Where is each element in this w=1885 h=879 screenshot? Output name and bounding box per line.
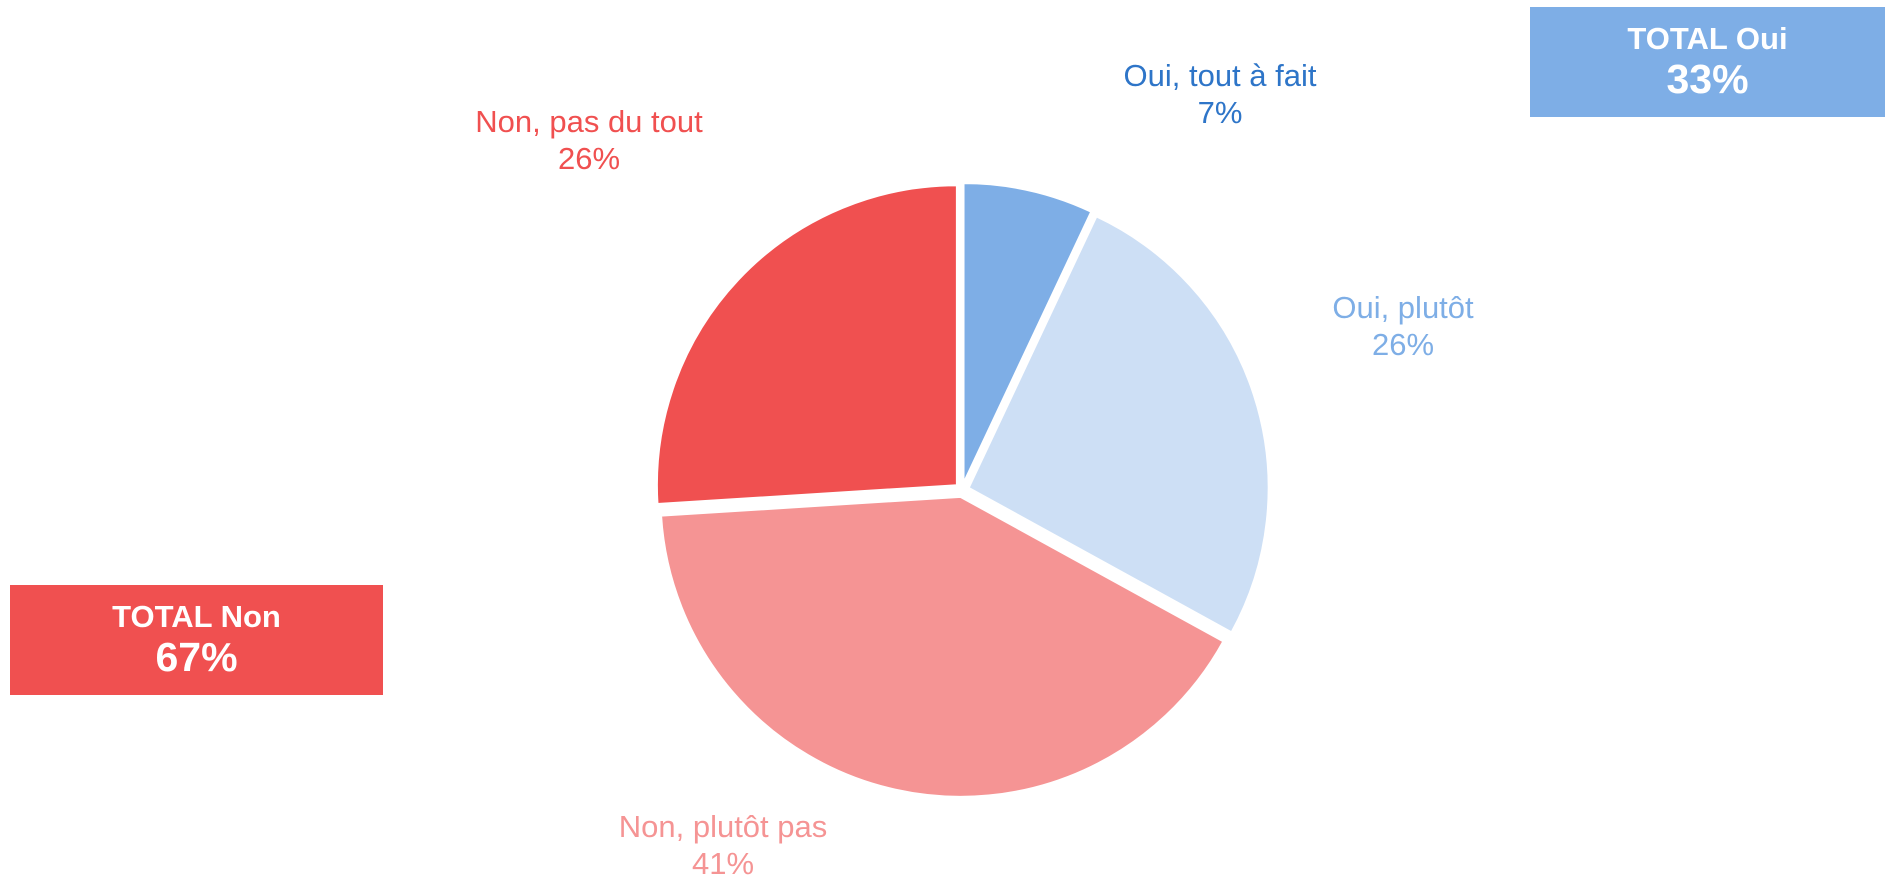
- total-box: TOTAL Oui 33%: [1530, 7, 1885, 117]
- slice-label: Non, pas du tout: [475, 104, 703, 139]
- slice-value: 41%: [692, 846, 754, 879]
- slice-label: Oui, tout à fait: [1124, 58, 1317, 93]
- total-box: TOTAL Non 67%: [10, 585, 383, 695]
- pie-slice: [660, 495, 1225, 798]
- pie-slice: [962, 182, 1093, 484]
- slice-label: Non, plutôt pas: [619, 809, 828, 844]
- total-value: 67%: [155, 634, 238, 681]
- slice-label: Oui, plutôt: [1332, 290, 1474, 325]
- total-value: 33%: [1666, 56, 1749, 103]
- pie-slice: [655, 184, 958, 506]
- pie-slice: [967, 215, 1270, 634]
- total-label: TOTAL Non: [112, 599, 281, 635]
- total-label: TOTAL Oui: [1627, 21, 1788, 57]
- slice-value: 26%: [558, 141, 620, 176]
- slice-value: 7%: [1198, 95, 1243, 130]
- slice-value: 26%: [1372, 327, 1434, 362]
